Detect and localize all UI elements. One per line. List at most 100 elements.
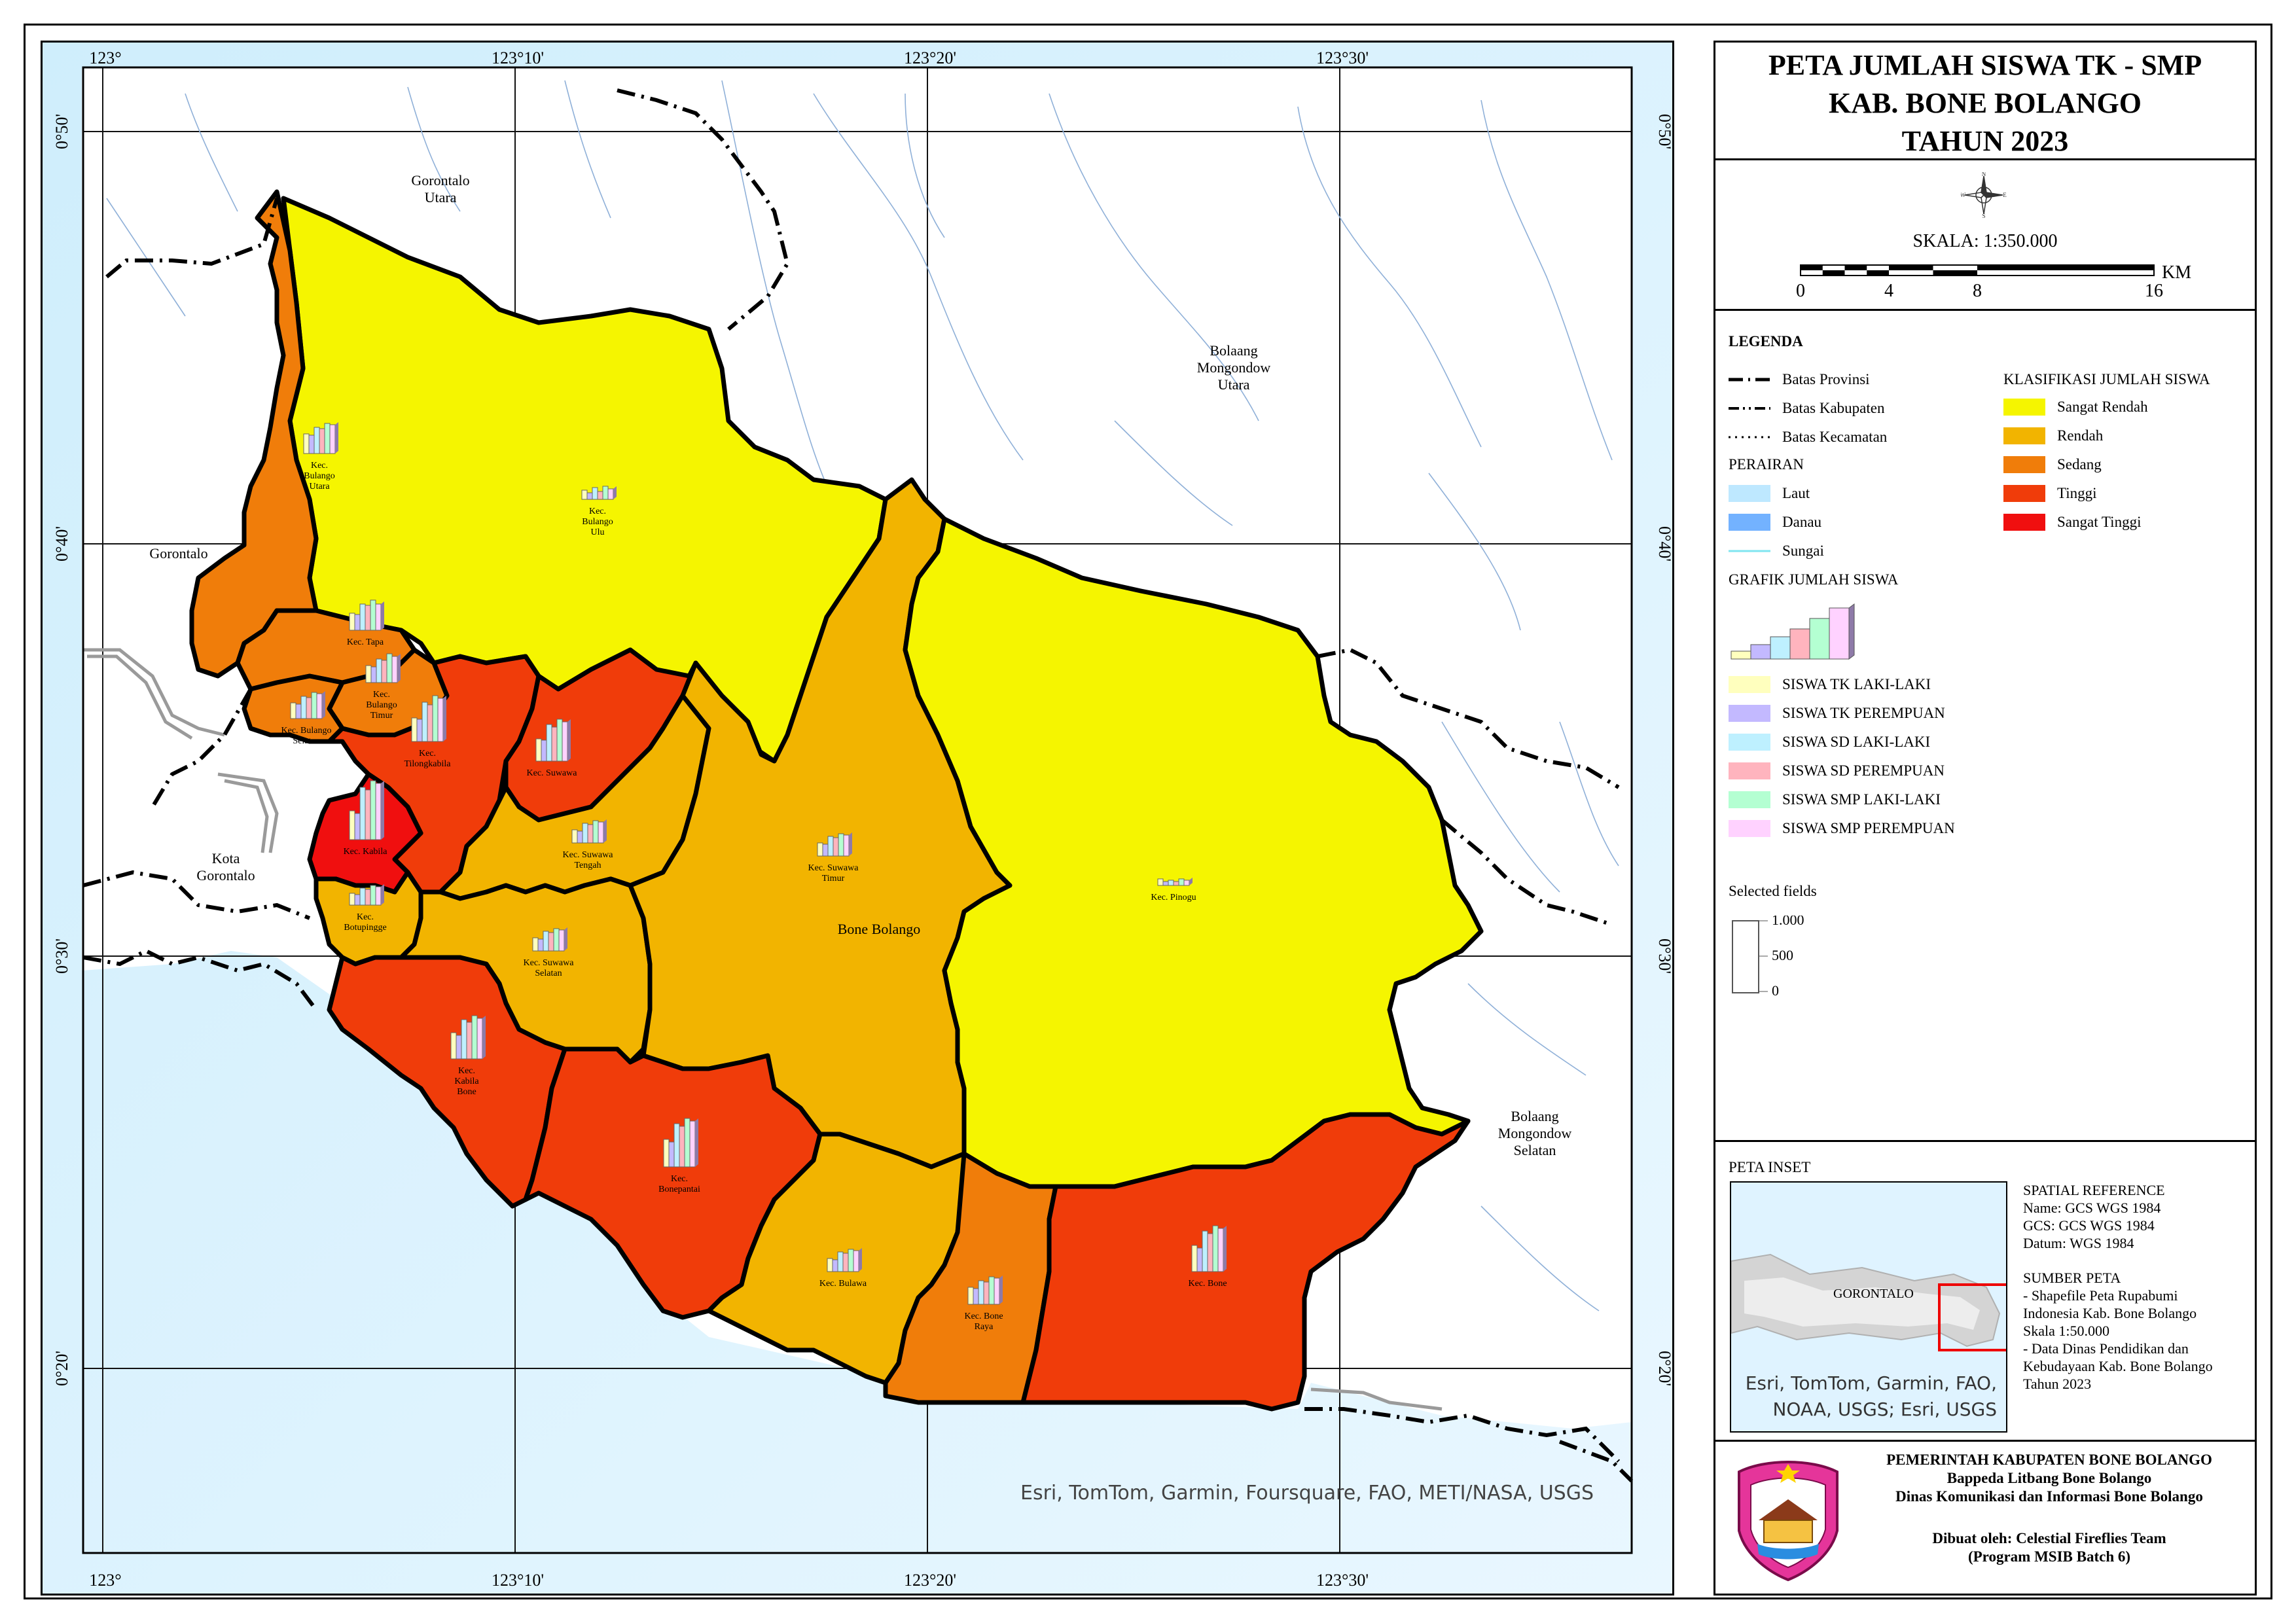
district-bar-suwawa-tengah-4 — [592, 820, 599, 844]
district-bar-suwawa-tengah-0 — [571, 829, 578, 844]
main-map[interactable]: Gorontalo Utara Bolaang Mongondow Utara … — [43, 43, 1672, 1594]
graticule-labels: 123° 123°10' 123°20' 123°30' 123° 123°10… — [52, 48, 1672, 1590]
legend-sungai: Sungai — [1729, 543, 1824, 559]
district-bar-tilongkabila-0 — [411, 717, 418, 742]
lon-label-bottom-1: 123°10' — [492, 1571, 544, 1590]
district-label-bulango-ulu-0: Kec. — [589, 507, 606, 516]
district-label-bulango-selatan-1: Selatan — [293, 736, 319, 746]
district-bar-tilongkabila-2 — [422, 702, 428, 742]
legend-batas-provinsi: Batas Provinsi — [1729, 371, 1870, 387]
district-bulawa[interactable] — [706, 1132, 967, 1385]
inset-map[interactable]: GORONTALO Esri, TomTom, Garmin, FAO, NOA… — [1730, 1181, 2007, 1433]
scale-bar: 0 4 8 16 KM — [1796, 264, 2191, 301]
district-bar-bulawa-3 — [842, 1253, 849, 1272]
district-bar-side-suwawa-tengah — [603, 819, 607, 843]
legend-heading: LEGENDA — [1729, 333, 1803, 349]
perairan-heading: PERAIRAN — [1729, 456, 1804, 473]
district-bar-side-bonepantai — [695, 1118, 698, 1167]
scale-text: SKALA: 1:350.000 — [1912, 231, 2058, 251]
district-polygons — [189, 189, 1484, 1412]
district-bar-bulango-selatan-4 — [311, 692, 317, 719]
district-bar-bulango-utara-4 — [324, 423, 331, 454]
map-title-line-2: KAB. BONE BOLANGO — [1829, 87, 2142, 119]
inset-heading: PETA INSET — [1729, 1159, 1811, 1175]
label-bone-bolango: Bone Bolango — [838, 921, 921, 937]
label-gorontalo: Gorontalo — [149, 545, 207, 562]
district-bulango-utara[interactable] — [189, 189, 319, 679]
lat-label-right-2: 0°30' — [1655, 938, 1672, 974]
district-label-bone-raya-1: Raya — [975, 1322, 994, 1332]
district-bar-kabila-3 — [365, 789, 371, 840]
rivers — [106, 80, 1619, 1311]
district-bar-bone-5 — [1217, 1228, 1224, 1272]
district-bar-bulango-ulu-3 — [597, 491, 603, 500]
district-label-kabila-bone-1: Kabila — [454, 1077, 479, 1086]
district-bone[interactable] — [1020, 1112, 1471, 1412]
district-bar-kabila-2 — [359, 787, 366, 840]
district-label-bone-0: Kec. Bone — [1188, 1279, 1227, 1289]
district-bar-bone-raya-0 — [967, 1287, 974, 1305]
size-tick-0: 0 — [1772, 982, 1779, 999]
district-label-pinogu-0: Kec. Pinogu — [1151, 893, 1196, 902]
map-attribution: Esri, TomTom, Garmin, Foursquare, FAO, M… — [1020, 1482, 1594, 1505]
district-bar-bulango-ulu-2 — [592, 487, 598, 500]
district-bar-side-bone — [1223, 1226, 1227, 1272]
size-tick-1000: 1.000 — [1772, 916, 1804, 928]
district-bar-suwawa-2 — [546, 724, 552, 762]
district-label-tilongkabila-0: Kec. — [419, 749, 436, 758]
district-label-suwawa-tengah-1: Tengah — [574, 861, 601, 870]
district-bar-bulango-timur-1 — [370, 666, 377, 683]
district-bar-side-botupingge — [381, 884, 384, 905]
district-bar-kabila-4 — [370, 780, 376, 840]
district-bar-suwawa-tengah-1 — [577, 830, 583, 844]
district-bar-bulawa-2 — [837, 1251, 844, 1272]
footer-line-5: (Program MSIB Batch 6) — [1967, 1548, 2131, 1565]
lat-label-left-0: 0°50' — [52, 114, 71, 149]
legend-tinggi: Tinggi — [2003, 485, 2097, 502]
legend-grafik-3: SISWA SD PEREMPUAN — [1729, 762, 1945, 779]
district-bar-bone-raya-1 — [973, 1288, 979, 1305]
district-label-bulango-utara-2: Utara — [309, 482, 330, 491]
district-bar-suwawa-4 — [556, 719, 563, 762]
selected-fields-label: Selected fields — [1729, 883, 1817, 899]
district-bar-suwawa-selatan-4 — [553, 928, 560, 952]
legend-rendah: Rendah — [2003, 427, 2103, 444]
district-bar-bonepantai-2 — [673, 1123, 680, 1168]
label-kota-gorontalo-2: Gorontalo — [196, 867, 255, 883]
footer-line-4: Dibuat oleh: Celestial Fireflies Team — [1932, 1530, 2166, 1546]
district-bar-kabila-bone-0 — [450, 1032, 457, 1060]
district-bar-pinogu-0 — [1157, 878, 1164, 886]
district-bar-suwawa-3 — [551, 726, 558, 762]
district-bar-bonepantai-5 — [689, 1120, 696, 1168]
spatial-reference: SPATIAL REFERENCE Name: GCS WGS 1984 GCS… — [2023, 1182, 2213, 1392]
district-label-suwawa-selatan-1: Selatan — [535, 969, 562, 978]
district-bar-bone-1 — [1196, 1247, 1203, 1272]
legend-grafik-1: SISWA TK PEREMPUAN — [1729, 705, 1945, 722]
district-chart-bulawa: Kec. Bulawa — [819, 1248, 867, 1289]
scale-tick-1: 4 — [1884, 281, 1893, 301]
lon-label-bottom-0: 123° — [89, 1571, 121, 1590]
inset-extent-box — [1938, 1283, 2006, 1351]
district-bar-side-tilongkabila — [443, 696, 446, 741]
district-bar-bulango-selatan-5 — [316, 693, 323, 719]
district-bar-kabila-5 — [375, 783, 382, 840]
district-label-bulango-ulu-1: Bulango — [582, 517, 613, 527]
district-bar-suwawa-1 — [541, 740, 547, 762]
district-bar-tapa-2 — [359, 603, 366, 631]
district-chart-bonepantai: Kec.Bonepantai — [658, 1118, 700, 1194]
legend-grafik-0: SISWA TK LAKI-LAKI — [1729, 676, 1931, 693]
scale-unit: KM — [2162, 264, 2191, 283]
district-bar-tapa-4 — [370, 599, 376, 631]
footer-line-2: Bappeda Litbang Bone Bolango — [1946, 1470, 2152, 1486]
legend-grafik-4: SISWA SMP LAKI-LAKI — [1729, 791, 1941, 808]
label-kota-gorontalo-1: Kota — [212, 850, 240, 866]
district-label-bulango-timur-1: Bulango — [366, 700, 397, 710]
lon-label-top-0: 123° — [89, 48, 121, 67]
district-bar-suwawa-selatan-0 — [532, 937, 539, 952]
legend-grafik-2: SISWA SD LAKI-LAKI — [1729, 734, 1930, 751]
district-bar-bonepantai-3 — [679, 1126, 685, 1168]
legend-danau: Danau — [1729, 514, 1821, 531]
district-chart-tilongkabila: Kec.Tilongkabila — [404, 695, 451, 769]
